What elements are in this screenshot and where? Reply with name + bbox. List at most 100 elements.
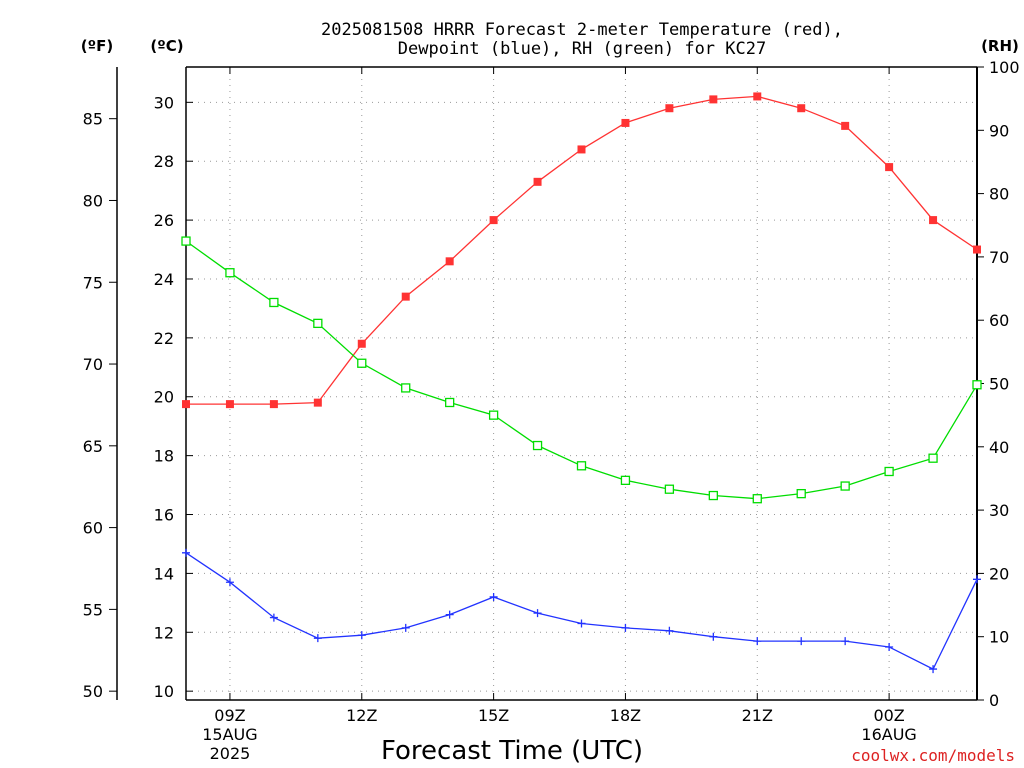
temperature-marker	[709, 95, 718, 104]
chart-title-line2: Dewpoint (blue), RH (green) for KC27	[398, 39, 766, 59]
rh-tick-label: 0	[989, 691, 999, 710]
temperature-marker	[885, 163, 894, 172]
temperature-marker	[225, 400, 234, 409]
fahrenheit-tick-label: 85	[83, 110, 103, 129]
rh-tick-label: 30	[989, 501, 1009, 520]
temperature-marker	[621, 118, 630, 127]
x-axis-title: Forecast Time (UTC)	[381, 736, 643, 766]
rh-tick-label: 80	[989, 185, 1009, 204]
rh-marker	[445, 397, 455, 408]
temperature-marker	[973, 245, 981, 254]
credit-text: coolwx.com/models	[851, 746, 1015, 765]
temperature-marker	[533, 177, 542, 186]
fahrenheit-tick-label: 80	[83, 191, 103, 210]
rh-tick-label: 20	[989, 564, 1009, 583]
celsius-tick-label: 28	[154, 152, 174, 171]
celsius-tick-label: 20	[154, 388, 174, 407]
series-line	[185, 240, 978, 500]
rh-marker	[401, 383, 411, 393]
chart-title-line1: 2025081508 HRRR Forecast 2-meter Tempera…	[321, 20, 843, 40]
rh-tick-label: 100	[989, 58, 1020, 77]
x-tick-date-label: 16AUG	[861, 725, 916, 744]
fahrenheit-tick-label: 60	[83, 519, 103, 538]
x-tick-label: 18Z	[610, 706, 641, 725]
rh-marker	[752, 494, 762, 504]
rh-marker	[181, 236, 191, 246]
temperature-marker	[489, 216, 498, 225]
dewpoint-marker	[665, 626, 674, 635]
x-tick-label: 00Z	[873, 706, 904, 725]
celsius-tick-label: 16	[154, 506, 174, 525]
rh-tick-label: 50	[989, 375, 1009, 394]
rh-marker	[884, 466, 894, 477]
celsius-tick-label: 22	[154, 329, 174, 348]
temperature-marker	[401, 292, 410, 301]
axes: 10 12 14 16 18 20 22 24 26 28 30 50 55 60 65 70 75 80 85 0 1…	[83, 58, 1020, 763]
temperature-marker	[929, 216, 938, 225]
dewpoint-marker	[313, 634, 322, 643]
rh-marker	[620, 475, 631, 485]
x-tick-label: 15Z	[478, 706, 509, 725]
series-line	[186, 95, 978, 405]
fahrenheit-tick-label: 55	[83, 600, 103, 619]
dewpoint-marker	[797, 637, 806, 646]
rh-tick-label: 60	[989, 311, 1009, 330]
rh-marker	[840, 481, 850, 491]
rh-tick-label: 90	[989, 121, 1009, 140]
celsius-tick-label: 24	[154, 270, 174, 289]
fahrenheit-axis-label: (ºF)	[81, 37, 113, 55]
temperature-marker	[577, 145, 586, 154]
rh-marker	[532, 440, 543, 451]
rh-marker	[225, 268, 235, 278]
fahrenheit-tick-label: 50	[83, 682, 103, 701]
dewpoint-marker	[269, 613, 278, 622]
rh-marker	[708, 490, 718, 501]
x-tick-year-label: 2025	[210, 744, 251, 763]
temperature-marker	[841, 121, 850, 130]
rh-marker	[269, 297, 279, 308]
dewpoint-marker	[445, 610, 454, 619]
celsius-tick-label: 26	[154, 211, 174, 230]
dewpoint-marker	[753, 637, 762, 646]
temperature-marker	[182, 400, 190, 409]
rh-marker	[576, 461, 587, 471]
celsius-tick-label: 10	[154, 682, 174, 701]
dewpoint-marker	[841, 637, 850, 646]
rh-marker	[796, 488, 806, 499]
x-tick-label: 09Z	[214, 706, 245, 725]
celsius-tick-label: 30	[154, 93, 174, 112]
temperature-marker	[313, 398, 322, 407]
fahrenheit-tick-label: 65	[83, 437, 103, 456]
rh-axis-label: (RH)	[981, 37, 1019, 55]
dewpoint-marker	[225, 578, 234, 587]
rh-tick-label: 10	[989, 628, 1009, 647]
grid-lines	[186, 67, 977, 700]
dewpoint-marker	[973, 575, 981, 584]
dewpoint-marker	[929, 665, 938, 674]
x-tick-label: 12Z	[346, 706, 377, 725]
dewpoint-marker	[489, 592, 498, 601]
x-tick-label: 21Z	[742, 706, 773, 725]
temperature-marker	[357, 339, 366, 348]
temperature-marker	[665, 104, 674, 113]
series-line	[185, 552, 978, 670]
rh-marker	[972, 380, 982, 390]
dewpoint-marker	[182, 548, 190, 557]
fahrenheit-tick-label: 70	[83, 355, 103, 374]
dewpoint-marker	[885, 643, 894, 652]
dewpoint-marker	[357, 631, 366, 640]
rh-marker	[357, 358, 367, 368]
temperature-marker	[269, 400, 278, 409]
fahrenheit-tick-label: 75	[83, 273, 103, 292]
x-tick-date-label: 15AUG	[202, 725, 257, 744]
celsius-tick-label: 12	[154, 623, 174, 642]
celsius-axis-label: (ºC)	[150, 37, 183, 55]
dewpoint-marker	[401, 623, 410, 632]
celsius-tick-label: 18	[154, 447, 174, 466]
rh-marker	[488, 410, 499, 420]
temperature-marker	[445, 257, 454, 266]
rh-tick-label: 70	[989, 248, 1009, 267]
rh-marker	[928, 453, 938, 463]
temperature-marker	[797, 104, 806, 113]
